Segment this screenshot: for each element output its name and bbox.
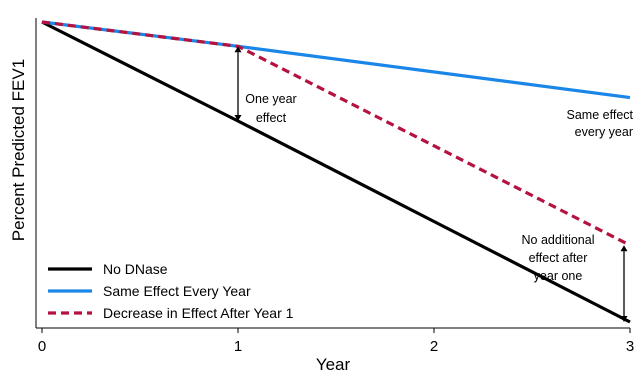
annotation-no-additional-arrow — [620, 245, 628, 322]
series-line-no-dnase — [41, 20, 631, 324]
x-tick-label-3: 3 — [626, 338, 634, 355]
annotation-same-effect-line-0: Same effect — [567, 108, 634, 122]
annotation-one-year-effect-line-0: One year — [245, 92, 296, 106]
annotation-no-additional-arrow-head-bottom — [620, 316, 628, 322]
series-line-same-effect-every-year — [41, 20, 631, 100]
legend: No DNase Same Effect Every Year Decrease i… — [48, 261, 294, 321]
annotation-one-year-effect-line-1: effect — [256, 111, 287, 125]
series-line-decrease-in-effect-after-year-1 — [41, 20, 631, 247]
legend-label-1: Same Effect Every Year — [103, 283, 251, 299]
annotation-no-additional-effect-line-1: effect after — [529, 251, 588, 265]
annotation-same-effect-line-1: every year — [575, 125, 633, 139]
annotation-same-effect: Same effect every year — [567, 108, 634, 139]
annotation-no-additional-effect: No additional effect after year one — [522, 233, 595, 283]
legend-label-2: Decrease in Effect After Year 1 — [103, 305, 294, 321]
annotation-no-additional-effect-line-0: No additional — [522, 233, 595, 247]
x-tick-label-1: 1 — [234, 338, 242, 355]
annotations: One year effect Same effect every year No ad… — [234, 46, 634, 322]
x-tick-label-0: 0 — [38, 338, 46, 355]
annotation-one-year-arrow — [234, 46, 242, 121]
x-axis-label: Year — [316, 355, 351, 373]
x-ticks: 0 1 2 3 — [38, 328, 634, 355]
annotation-one-year-arrow-head-bottom — [234, 115, 242, 121]
axes — [35, 18, 630, 329]
annotation-no-additional-arrow-head-top — [620, 245, 628, 252]
annotation-no-additional-effect-line-2: year one — [534, 269, 583, 283]
annotation-one-year-effect: One year effect — [245, 92, 296, 125]
x-tick-label-2: 2 — [430, 338, 438, 355]
y-axis-label: Percent Predicted FEV1 — [9, 59, 28, 241]
legend-label-0: No DNase — [103, 261, 168, 277]
annotation-one-year-arrow-head-top — [234, 46, 242, 53]
